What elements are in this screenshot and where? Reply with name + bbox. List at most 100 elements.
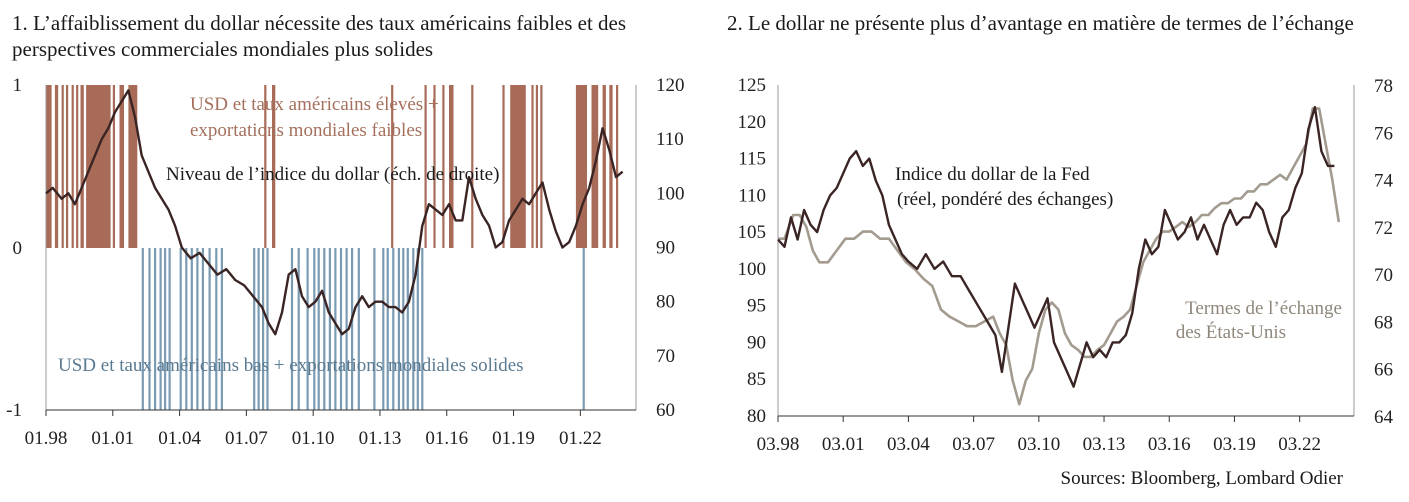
right-tick-label-3: 72 — [1374, 218, 1393, 239]
regime-low-band-36 — [406, 248, 409, 410]
x-tick-label-2: 03.04 — [887, 434, 930, 455]
right-tick-label-6: 60 — [656, 400, 675, 421]
chart1-dollar-index-line — [45, 89, 624, 336]
right-tick-label-1: 110 — [656, 129, 684, 150]
regime-low-band-27 — [345, 248, 348, 410]
left-tick-label-5: 100 — [738, 259, 767, 280]
right-tick-label-4: 70 — [1374, 265, 1393, 286]
regime-high-band-2 — [61, 85, 64, 248]
regime-low-band-3 — [159, 248, 162, 410]
regime-low-band-2 — [154, 248, 157, 410]
chart2-fed-dollar-line — [777, 105, 1335, 388]
chart1-regime-bands — [46, 85, 619, 410]
regime-high-band-20 — [510, 85, 526, 248]
regime-low-band-8 — [190, 248, 193, 410]
regime-high-band-19 — [502, 85, 505, 248]
right-tick-label-2: 100 — [656, 183, 685, 204]
x-tick-label-5: 01.13 — [359, 428, 402, 449]
regime-low-band-23 — [323, 248, 326, 410]
chart1-ann-low: USD et taux américains bas + exportation… — [58, 355, 524, 376]
regime-high-band-18 — [471, 85, 474, 248]
regime-low-band-11 — [208, 248, 211, 410]
regime-low-band-19 — [297, 248, 300, 410]
regime-low-band-13 — [220, 248, 223, 410]
x-tick-label-7: 01.19 — [492, 428, 535, 449]
x-tick-label-8: 03.22 — [1278, 434, 1321, 455]
left-tick-label-9: 80 — [747, 406, 766, 427]
regime-low-band-25 — [334, 248, 337, 410]
x-tick-label-0: 03.98 — [757, 434, 800, 455]
x-tick-label-6: 03.16 — [1148, 434, 1191, 455]
right-tick-label-1: 76 — [1374, 123, 1393, 144]
x-tick-label-3: 01.07 — [225, 428, 268, 449]
regime-low-band-12 — [215, 248, 218, 410]
left-tick-label-1: 0 — [13, 238, 23, 259]
right-tick-label-5: 70 — [656, 346, 675, 367]
regime-low-band-9 — [196, 248, 199, 410]
x-tick-label-0: 01.98 — [25, 428, 68, 449]
right-tick-label-0: 78 — [1374, 76, 1393, 97]
regime-high-band-24 — [575, 85, 587, 248]
chart1-ann-high-1: USD et taux américains élevés + — [190, 94, 439, 115]
x-tick-label-2: 01.04 — [158, 428, 201, 449]
regime-high-band-21 — [531, 85, 534, 248]
regime-high-band-9 — [119, 85, 124, 248]
regime-high-band-28 — [616, 85, 619, 248]
x-tick-label-4: 01.10 — [292, 428, 335, 449]
regime-high-band-4 — [71, 85, 74, 248]
regime-low-band-29 — [357, 248, 360, 410]
regime-low-band-16 — [262, 248, 265, 410]
regime-high-band-6 — [80, 85, 84, 248]
chart2-ann-fed-2: (réel, pondéré des échanges) — [897, 189, 1113, 210]
x-tick-label-4: 03.10 — [1017, 434, 1060, 455]
chart2-ann-tot-1: Termes de l’échange — [1185, 298, 1342, 319]
right-tick-label-3: 90 — [656, 238, 675, 259]
sources-note: Sources: Bloomberg, Lombard Odier — [1060, 468, 1344, 489]
x-tick-label-6: 01.16 — [425, 428, 468, 449]
regime-low-band-35 — [402, 248, 405, 410]
regime-low-band-26 — [339, 248, 343, 410]
regime-low-band-6 — [179, 248, 182, 410]
regime-low-band-21 — [313, 248, 316, 410]
right-tick-label-2: 74 — [1374, 171, 1394, 192]
regime-high-band-5 — [76, 85, 79, 248]
left-tick-label-6: 95 — [747, 296, 766, 317]
chart2-left-ticks: 125 120 115 110 105 100 95 90 85 80 — [738, 75, 767, 427]
x-tick-label-3: 03.07 — [952, 434, 995, 455]
regime-high-band-16 — [442, 85, 445, 248]
regime-high-band-14 — [424, 85, 427, 248]
regime-low-band-28 — [351, 248, 354, 410]
regime-high-band-23 — [540, 85, 543, 248]
x-tick-label-1: 03.01 — [822, 434, 865, 455]
x-tick-label-8: 01.22 — [559, 428, 602, 449]
regime-low-band-4 — [164, 248, 167, 410]
regime-low-band-0 — [141, 248, 144, 410]
regime-low-band-7 — [185, 248, 188, 410]
x-tick-label-1: 01.01 — [91, 428, 134, 449]
regime-low-band-17 — [266, 248, 269, 410]
regime-low-band-40 — [582, 248, 585, 410]
chart1-ann-dollar: Niveau de l’indice du dollar (éch. de dr… — [166, 164, 499, 185]
right-tick-label-6: 66 — [1374, 360, 1393, 381]
regime-high-band-12 — [272, 85, 276, 248]
chart2-terms-of-trade-line — [778, 107, 1341, 406]
right-tick-label-7: 64 — [1374, 407, 1394, 428]
regime-low-band-18 — [290, 248, 294, 410]
regime-low-band-34 — [397, 248, 400, 410]
left-tick-label-1: 120 — [738, 112, 767, 133]
regime-low-band-32 — [386, 248, 389, 410]
regime-high-band-3 — [66, 85, 69, 248]
regime-low-band-15 — [257, 248, 260, 410]
regime-high-band-10 — [128, 85, 138, 248]
regime-high-band-13 — [391, 85, 394, 248]
regime-high-band-0 — [46, 85, 52, 248]
regime-high-band-27 — [609, 85, 613, 248]
regime-high-band-8 — [112, 85, 115, 248]
regime-high-band-1 — [54, 85, 59, 248]
regime-low-band-22 — [317, 248, 320, 410]
left-tick-label-4: 105 — [738, 222, 767, 243]
regime-low-band-31 — [382, 248, 385, 410]
chart2-title: 2. Le dollar ne présente plus d’avantage… — [727, 11, 1354, 35]
chart2-ann-fed-1: Indice du dollar de la Fed — [895, 164, 1090, 185]
